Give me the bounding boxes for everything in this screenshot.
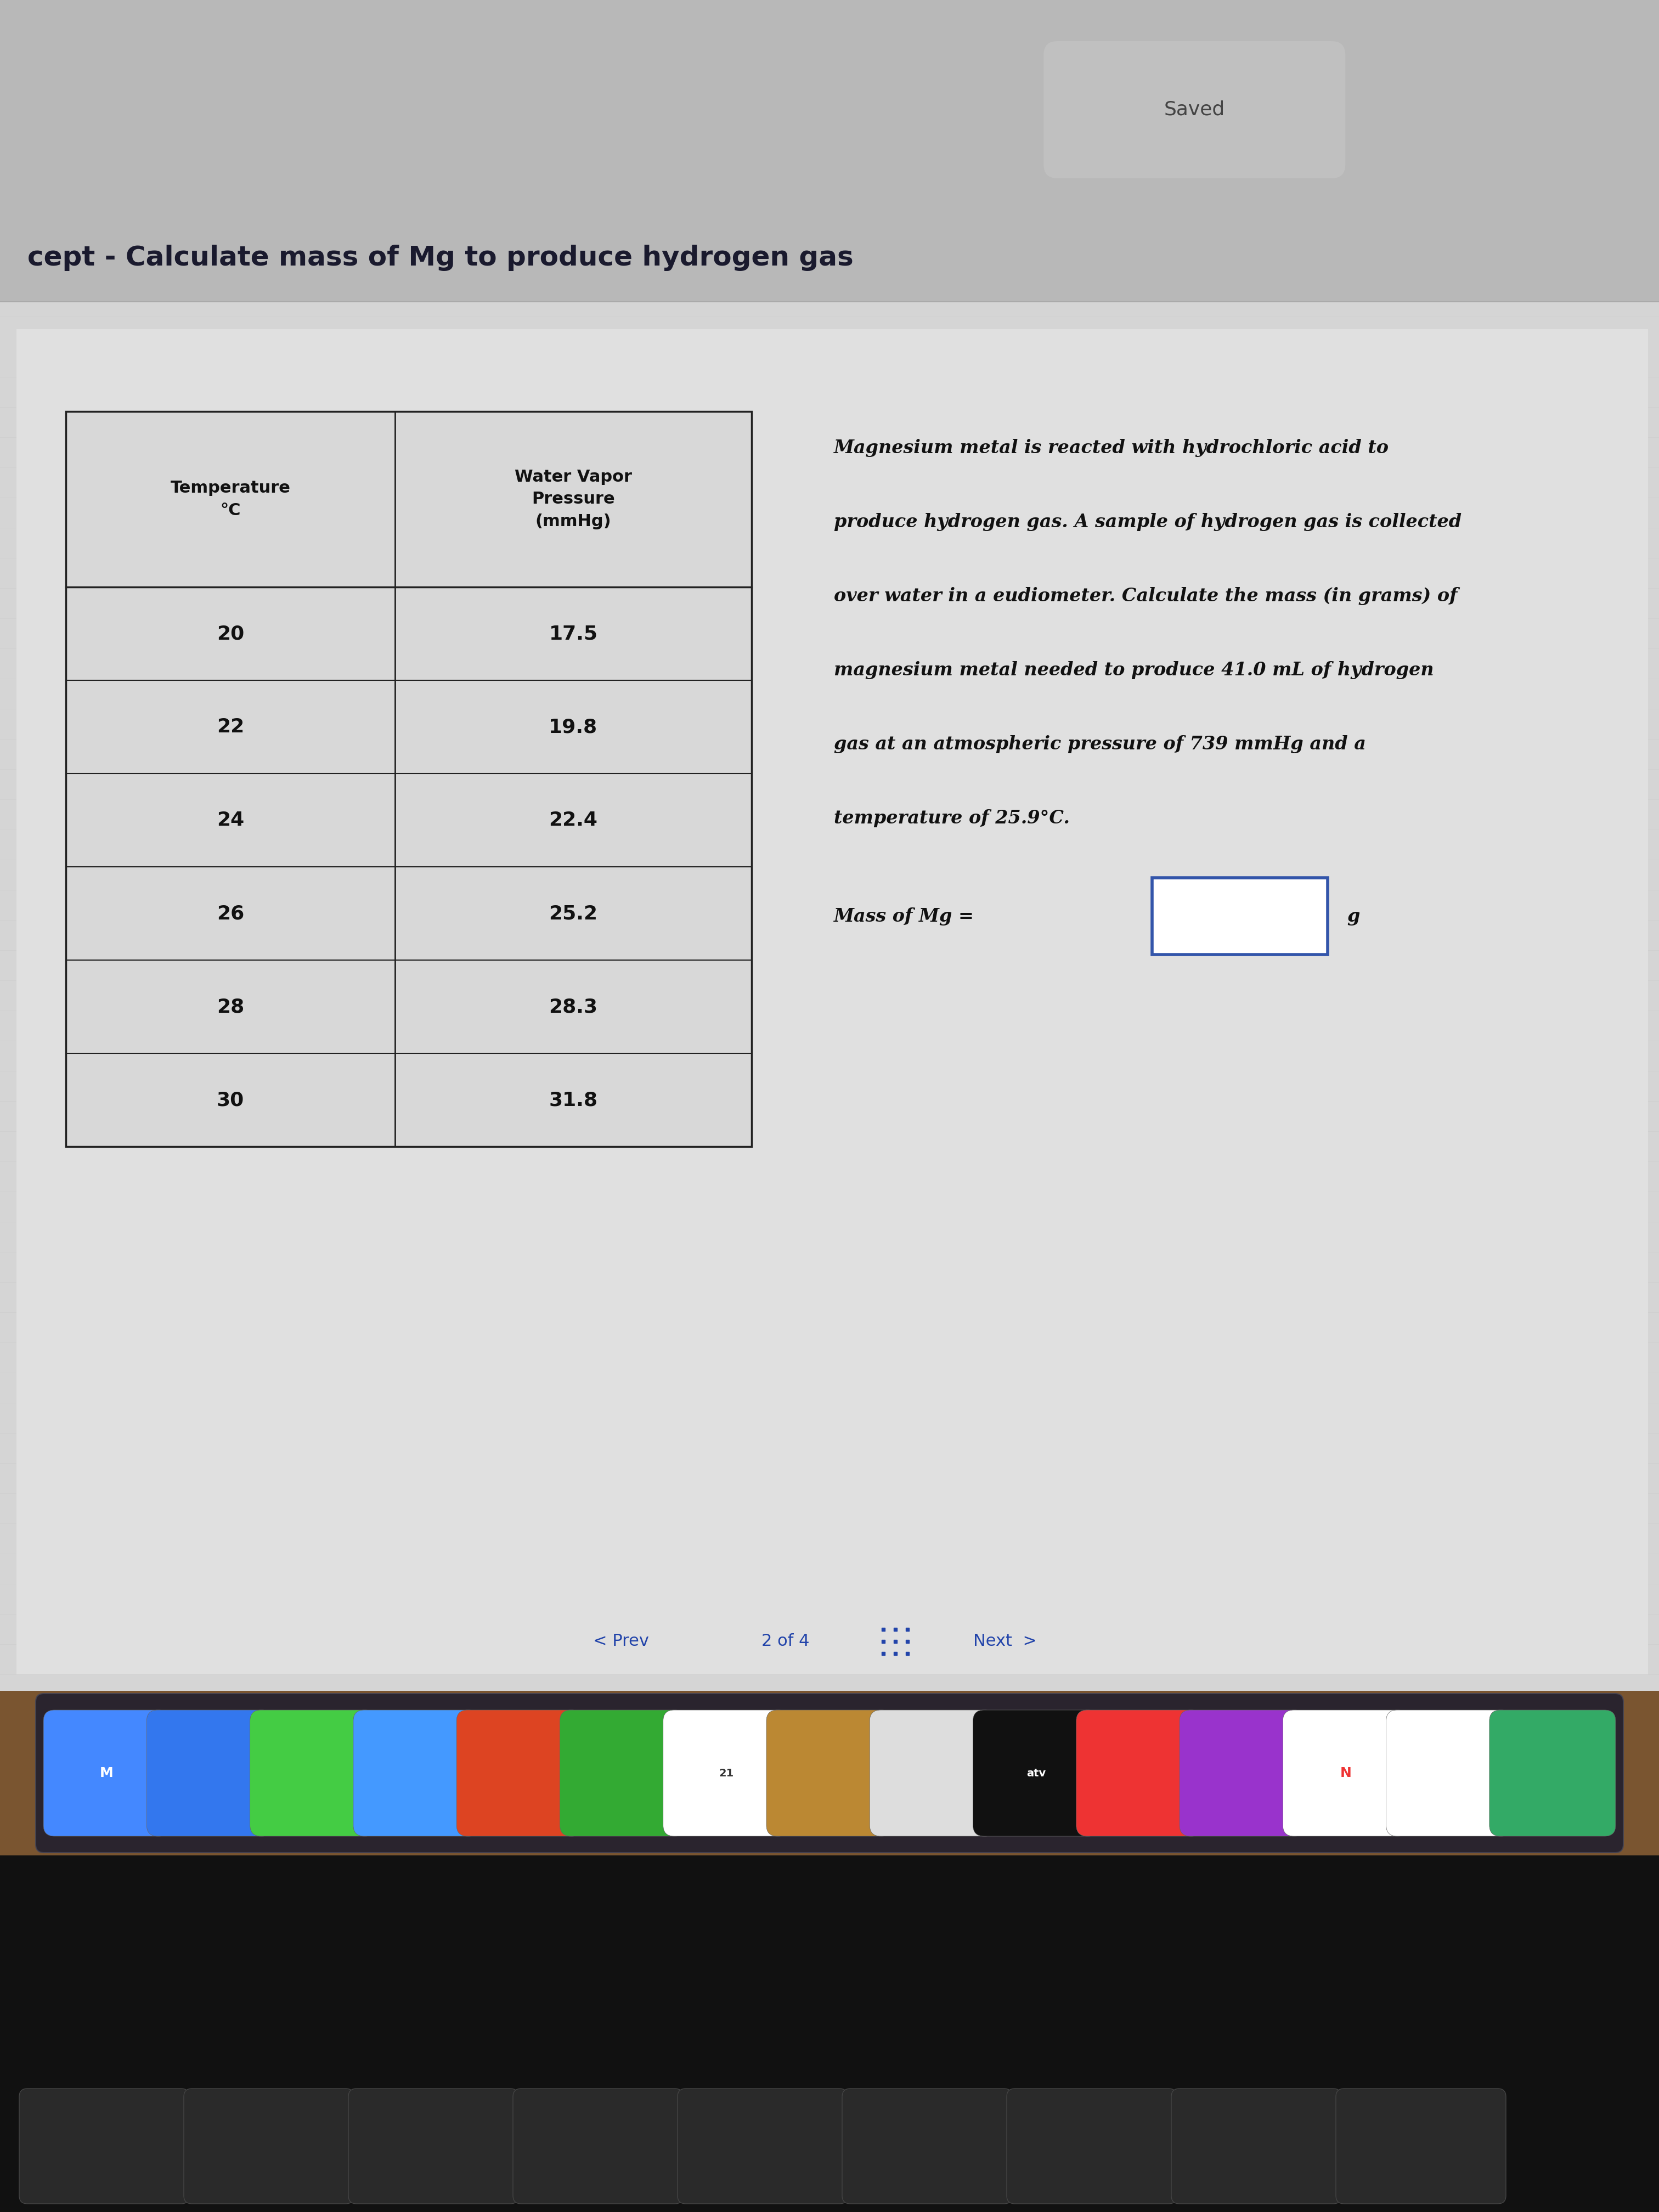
Bar [0,1690,1659,1856]
FancyBboxPatch shape [843,2088,1012,2203]
FancyBboxPatch shape [348,2088,518,2203]
Bar [0,0,1659,301]
Text: 28: 28 [217,998,244,1015]
FancyBboxPatch shape [677,2088,848,2203]
FancyBboxPatch shape [869,1710,995,1836]
Text: over water in a eudiometer. Calculate the mass (in grams) of: over water in a eudiometer. Calculate th… [834,586,1457,606]
FancyBboxPatch shape [251,1710,377,1836]
FancyBboxPatch shape [1077,1710,1203,1836]
Text: gas at an atmospheric pressure of 739 mmHg and a: gas at an atmospheric pressure of 739 mm… [834,734,1365,754]
Text: 22.4: 22.4 [549,812,597,830]
FancyBboxPatch shape [35,1694,1624,1854]
Text: 24: 24 [217,812,244,830]
Text: g: g [1347,907,1360,925]
Text: temperature of 25.9°C.: temperature of 25.9°C. [834,810,1070,827]
Bar [0,1856,1659,2212]
Text: 20: 20 [217,624,244,644]
FancyBboxPatch shape [1490,1710,1616,1836]
FancyBboxPatch shape [20,2088,189,2203]
Text: Temperature
°C: Temperature °C [171,480,290,518]
FancyBboxPatch shape [43,1710,169,1836]
Text: 2 of 4: 2 of 4 [761,1632,810,1650]
Text: 21: 21 [718,1767,733,1778]
Text: Magnesium metal is reacted with hydrochloric acid to: Magnesium metal is reacted with hydrochl… [834,438,1389,458]
Text: 25.2: 25.2 [549,905,597,922]
Bar [17,330,1647,1674]
FancyBboxPatch shape [1335,2088,1506,2203]
Bar [66,411,752,1146]
FancyBboxPatch shape [184,2088,353,2203]
Text: N: N [1340,1767,1352,1781]
Text: 28.3: 28.3 [549,998,597,1015]
FancyBboxPatch shape [1151,878,1327,956]
Bar [0,301,1659,1690]
Text: Next  >: Next > [974,1632,1037,1650]
FancyBboxPatch shape [1007,2088,1176,2203]
Text: M: M [100,1767,113,1781]
FancyBboxPatch shape [1282,1710,1408,1836]
FancyBboxPatch shape [972,1710,1100,1836]
FancyBboxPatch shape [1044,42,1345,179]
Text: produce hydrogen gas. A sample of hydrogen gas is collected: produce hydrogen gas. A sample of hydrog… [834,513,1462,531]
Text: magnesium metal needed to produce 41.0 mL of hydrogen: magnesium metal needed to produce 41.0 m… [834,661,1433,679]
FancyBboxPatch shape [766,1710,893,1836]
FancyBboxPatch shape [353,1710,479,1836]
Text: 22: 22 [217,717,244,737]
FancyBboxPatch shape [1387,1710,1513,1836]
Text: 19.8: 19.8 [549,717,597,737]
FancyBboxPatch shape [146,1710,272,1836]
FancyBboxPatch shape [513,2088,684,2203]
Text: cept - Calculate mass of Mg to produce hydrogen gas: cept - Calculate mass of Mg to produce h… [28,246,853,272]
Text: 31.8: 31.8 [549,1091,597,1108]
Text: 26: 26 [217,905,244,922]
Text: < Prev: < Prev [592,1632,649,1650]
Text: 30: 30 [217,1091,244,1108]
FancyBboxPatch shape [559,1710,687,1836]
FancyBboxPatch shape [1171,2088,1342,2203]
Text: 17.5: 17.5 [549,624,597,644]
Text: Mass of Mg =: Mass of Mg = [834,907,974,925]
Text: Water Vapor
Pressure
(mmHg): Water Vapor Pressure (mmHg) [514,469,632,529]
Text: atv: atv [1027,1767,1045,1778]
FancyBboxPatch shape [1180,1710,1306,1836]
FancyBboxPatch shape [456,1710,582,1836]
FancyBboxPatch shape [664,1710,790,1836]
Text: Saved: Saved [1165,100,1224,119]
